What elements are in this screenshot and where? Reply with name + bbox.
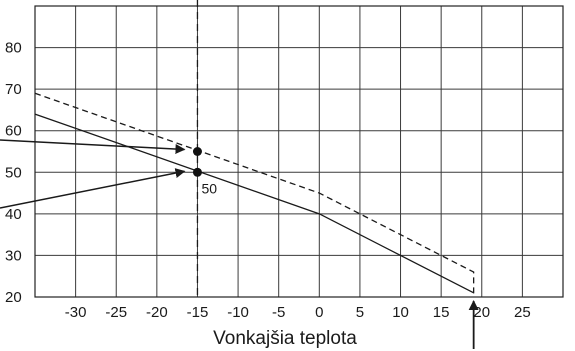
x-tick-label: 15 — [433, 304, 450, 321]
x-tick-label: 25 — [514, 304, 531, 321]
plot-border — [34, 5, 564, 298]
data-point — [192, 147, 202, 156]
y-tick-label: 20 — [5, 289, 22, 306]
y-tick-label: 50 — [5, 164, 22, 181]
y-tick-label: 40 — [5, 206, 22, 223]
x-tick-label: -5 — [272, 304, 285, 321]
axis-ticks: -30 -25 -20 -15 -10 -5 0 5 10 15 20 25 20 30 40 50 60 70 8… — [5, 40, 531, 321]
x-tick-label: -25 — [105, 304, 127, 321]
x-tick-label: 10 — [392, 304, 409, 321]
grid — [34, 5, 564, 298]
y-tick-label: 70 — [5, 81, 22, 98]
series-line-dashed — [34, 92, 475, 297]
y-tick-label: 80 — [5, 40, 22, 57]
x-tick-label: -10 — [227, 304, 249, 321]
x-tick-label: -15 — [187, 304, 209, 321]
x-tick-label: -30 — [65, 304, 87, 321]
pointer-arrow — [0, 168, 186, 209]
data-point — [192, 167, 202, 177]
x-axis-label: Vonkajšia teplota — [213, 328, 357, 349]
x-tick-label: 20 — [473, 304, 490, 321]
point-label: 50 — [201, 180, 217, 196]
series — [34, 92, 475, 297]
x-tick-label: -20 — [146, 304, 168, 321]
x-tick-label: 5 — [356, 304, 364, 321]
annotations: 50 — [0, 0, 479, 349]
x-tick-label: 0 — [315, 304, 323, 321]
pointer-arrow — [0, 139, 186, 155]
y-tick-label: 60 — [5, 123, 22, 140]
y-tick-label: 30 — [5, 247, 22, 264]
series-line-solid — [34, 113, 474, 294]
